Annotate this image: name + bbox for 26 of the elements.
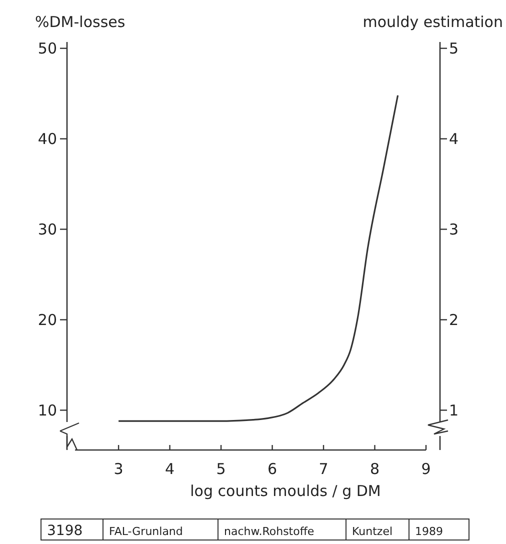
x-tick-label: 4 (165, 460, 175, 478)
y-tick-label: 50 (38, 40, 57, 58)
text: 3198 (47, 523, 83, 539)
y2-tick-label: 4 (449, 130, 459, 148)
y-tick-label: 20 (38, 310, 57, 329)
x-tick-label: 8 (370, 460, 380, 478)
x-tick-label: 5 (216, 460, 226, 478)
x-tick-label: 7 (318, 460, 328, 478)
y2-axis-title: mouldy estimation (362, 13, 503, 31)
y-tick-label: 30 (38, 220, 57, 239)
x-axis-title: log counts moulds / g DM (190, 482, 381, 500)
text: nachw.Rohstoffe (224, 525, 314, 538)
y2-tick-label: 5 (449, 40, 459, 58)
line-series (118, 94, 399, 422)
y-axis-title: %DM-losses (35, 13, 126, 31)
text: FAL-Grunland (109, 525, 183, 538)
text: Kuntzel (352, 525, 393, 538)
x-tick-label: 6 (268, 460, 278, 478)
y2-tick-label: 2 (449, 310, 459, 329)
y-tick-label: 10 (38, 401, 57, 420)
y2-tick-label: 3 (449, 220, 459, 239)
x-tick-label: 3 (114, 460, 124, 478)
text: 1989 (415, 525, 443, 538)
y2-tick-label: 1 (449, 401, 459, 420)
x-tick-label: 9 (421, 460, 431, 478)
y-tick-label: 40 (38, 130, 57, 148)
